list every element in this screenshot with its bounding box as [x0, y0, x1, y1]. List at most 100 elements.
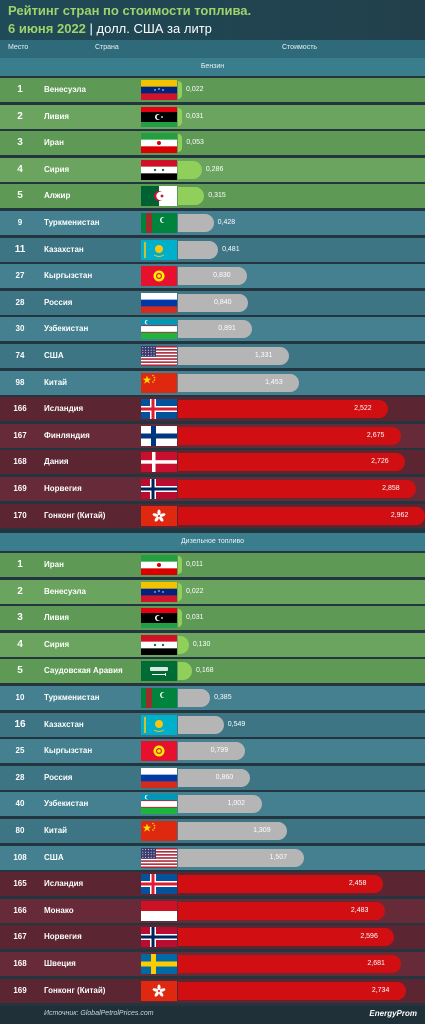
table-row: 169 Гонконг (Китай) 2,734 — [0, 978, 425, 1003]
country-label: Иран — [44, 138, 64, 148]
value-label: 0,031 — [186, 614, 204, 622]
value-bar — [178, 320, 253, 339]
value-bar — [178, 160, 202, 179]
rank-label: 16 — [14, 718, 26, 730]
algeria-flag-icon — [141, 186, 177, 207]
country-label: Китай — [44, 377, 68, 387]
rank-label: 108 — [13, 852, 27, 862]
rank-label: 165 — [13, 879, 27, 889]
country-label: Казахстан — [44, 719, 84, 729]
iceland-flag-icon — [141, 399, 177, 420]
rank-label: 166 — [13, 404, 27, 414]
table-row: 25 Кыргызстан 0,799 — [0, 739, 425, 764]
turkmenistan-flag-icon — [141, 213, 177, 233]
country-label: Гонконг (Китай) — [44, 510, 106, 520]
value-bar — [178, 240, 219, 259]
country-label: Ливия — [44, 111, 70, 121]
finland-flag-icon — [141, 425, 177, 446]
rank-label: 5 — [17, 190, 23, 202]
column-cost: Стоимость — [282, 44, 318, 51]
venezuela-flag-icon — [141, 80, 177, 100]
country-label: Сирия — [44, 164, 70, 174]
value-label: 0,011 — [186, 561, 203, 568]
table-row: 74 США 1,331 — [0, 344, 425, 368]
rank-label: 1 — [17, 559, 23, 570]
value-label: 0,168 — [196, 667, 214, 675]
value-bar — [178, 901, 385, 920]
venezuela-flag-icon — [141, 581, 177, 602]
value-bar — [178, 134, 183, 153]
table-row: 2 Венесуэла 0,022 — [0, 579, 425, 604]
value-label: 0,031 — [186, 112, 204, 120]
rank-label: 5 — [17, 665, 23, 677]
table-row: 28 Россия 0,860 — [0, 765, 425, 790]
norway-flag-icon — [141, 927, 177, 948]
rank-label: 80 — [15, 826, 25, 835]
country-label: Туркменистан — [44, 693, 100, 702]
rank-label: 168 — [13, 959, 27, 968]
value-bar — [178, 107, 182, 126]
rank-label: 10 — [15, 693, 25, 702]
hongkong-flag-icon — [141, 980, 177, 1001]
value-label: 0,385 — [214, 694, 232, 701]
value-label: 0,830 — [213, 272, 231, 280]
value-label: 2,726 — [371, 458, 389, 466]
table-row: 2 Ливия 0,031 — [0, 104, 425, 129]
table-row: 170 Гонконг (Китай) 2,962 — [0, 503, 425, 528]
value-bar — [178, 453, 406, 472]
iran-flag-icon — [141, 555, 177, 575]
country-label: Иран — [44, 560, 64, 569]
table-row: 40 Узбекистан 1,002 — [0, 792, 425, 817]
table-row: 4 Сирия 0,130 — [0, 632, 425, 657]
table-row: 30 Узбекистан 0,891 — [0, 317, 425, 342]
rank-label: 2 — [17, 110, 23, 122]
value-label: 0,549 — [227, 720, 246, 728]
value-bar — [178, 81, 182, 99]
value-bar — [178, 822, 288, 840]
value-label: 1,331 — [254, 352, 273, 359]
country-label: Саудовская Аравия — [44, 666, 123, 676]
rank-label: 167 — [13, 430, 27, 440]
value-label: 2,675 — [366, 431, 385, 439]
denmark-flag-icon — [141, 452, 177, 473]
value-label: 2,483 — [350, 906, 369, 914]
value-label: 0,891 — [218, 325, 236, 333]
value-bar — [178, 187, 205, 206]
rank-label: 28 — [15, 772, 25, 782]
saudi-flag-icon — [141, 661, 177, 682]
kazakhstan-flag-icon — [141, 239, 177, 260]
country-label: Узбекистан — [44, 324, 89, 334]
value-bar — [178, 267, 248, 286]
norway-flag-icon — [141, 479, 177, 499]
country-label: Китай — [44, 826, 68, 835]
chart-header: Рейтинг стран по стоимости топлива. 6 ию… — [0, 0, 425, 40]
rank-label: 169 — [13, 484, 27, 493]
source-note: Источник: GlobalPetrolPrices.com — [44, 1010, 154, 1017]
value-bar — [178, 768, 250, 787]
value-bar — [178, 928, 395, 947]
value-label: 0,130 — [192, 640, 211, 648]
table-row: 108 США 1,507 — [0, 845, 425, 870]
country-label: США — [44, 852, 64, 862]
table-row: 98 Китай 1,453 — [0, 370, 425, 395]
value-bar — [178, 848, 304, 867]
country-label: Кыргызстан — [44, 746, 93, 756]
country-label: Ливия — [44, 613, 70, 623]
chart-unit: долл. США за литр — [96, 21, 212, 36]
value-bar — [178, 506, 425, 525]
country-label: Норвегия — [44, 932, 82, 942]
rank-label: 98 — [15, 377, 25, 387]
table-row: 1 Иран 0,011 — [0, 553, 425, 577]
section-header: Дизельное топливо — [0, 533, 425, 551]
value-bar — [178, 981, 406, 1000]
usa-flag-icon — [141, 847, 177, 868]
subtitle-separator: | — [89, 21, 93, 36]
value-bar — [178, 293, 248, 312]
table-row: 27 Кыргызстан 0,830 — [0, 264, 425, 289]
table-row: 5 Саудовская Аравия 0,168 — [0, 659, 425, 684]
value-label: 0,053 — [186, 139, 204, 147]
value-bar — [178, 662, 192, 681]
value-bar — [178, 556, 182, 574]
country-label: Гонконг (Китай) — [44, 985, 106, 995]
rank-label: 25 — [15, 746, 25, 756]
